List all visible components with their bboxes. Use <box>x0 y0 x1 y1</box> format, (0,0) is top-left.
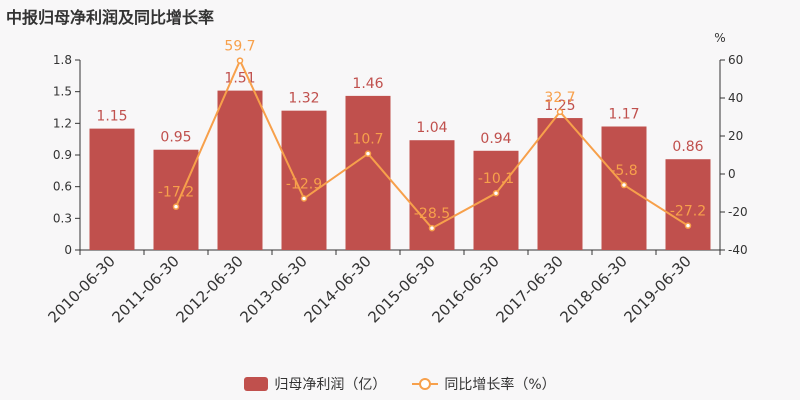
right-tick-label: 60 <box>728 53 743 67</box>
growth-point <box>492 189 500 197</box>
right-tick-label: -40 <box>728 243 748 257</box>
left-tick-label: 1.5 <box>53 85 72 99</box>
bar-value-label: 0.94 <box>480 131 511 147</box>
legend-label-growth: 同比增长率（%） <box>444 377 556 393</box>
growth-value-label: -5.8 <box>610 163 637 179</box>
bar <box>665 159 711 250</box>
legend-label-profit: 归母净利润（亿） <box>274 377 387 393</box>
bar-value-label: 0.95 <box>160 130 191 146</box>
bar <box>153 149 199 250</box>
x-tick-label: 2011-06-30 <box>108 252 182 326</box>
right-tick-label: 40 <box>728 91 743 105</box>
right-tick-label: -20 <box>728 205 748 219</box>
bar <box>409 140 455 250</box>
growth-point <box>556 108 564 116</box>
right-tick-label: 20 <box>728 129 743 143</box>
bar-value-label: 1.04 <box>416 120 447 136</box>
legend-swatch-line <box>412 377 439 391</box>
x-tick-label: 2015-06-30 <box>364 252 438 326</box>
bar-value-label: 1.25 <box>544 98 575 114</box>
x-tick-label: 2019-06-30 <box>620 252 694 326</box>
x-tick-label: 2013-06-30 <box>236 252 310 326</box>
x-tick-label: 2016-06-30 <box>428 252 502 326</box>
growth-value-label: 59.7 <box>224 39 255 55</box>
growth-value-label: 32.7 <box>544 90 575 106</box>
bar-value-label: 1.46 <box>352 76 383 92</box>
legend-item-growth[interactable]: 同比增长率（%） <box>412 374 556 394</box>
left-tick-label: 0.9 <box>53 148 72 162</box>
growth-point <box>236 57 244 64</box>
x-tick-label: 2012-06-30 <box>172 252 246 326</box>
x-tick-label: 2017-06-30 <box>492 252 566 326</box>
left-tick-label: 0.6 <box>53 180 72 194</box>
bar-value-label: 0.86 <box>672 139 703 155</box>
left-tick-label: 0 <box>64 243 72 257</box>
bar-value-label: 1.15 <box>96 109 127 125</box>
growth-point <box>620 181 628 189</box>
growth-value-label: -28.5 <box>414 206 450 222</box>
right-axis-unit: % <box>714 31 725 45</box>
bar-value-label: 1.51 <box>224 71 255 87</box>
growth-point <box>364 150 372 157</box>
growth-point <box>172 203 180 210</box>
growth-value-label: -17.2 <box>158 185 194 201</box>
bar <box>89 128 135 250</box>
bar-value-label: 1.17 <box>608 107 639 123</box>
bar <box>217 90 263 250</box>
growth-value-label: 10.7 <box>352 132 383 148</box>
growth-point <box>300 195 308 202</box>
chart-legend: 归母净利润（亿） 同比增长率（%） <box>0 374 800 394</box>
growth-value-label: -10.1 <box>478 171 514 187</box>
x-tick-label: 2018-06-30 <box>556 252 630 326</box>
x-tick-label: 2014-06-30 <box>300 252 374 326</box>
bar <box>281 110 327 251</box>
left-tick-label: 0.3 <box>53 211 72 225</box>
right-tick-label: 0 <box>728 167 736 181</box>
bar <box>345 95 391 250</box>
left-tick-label: 1.8 <box>53 53 72 67</box>
growth-point <box>428 224 436 232</box>
bar <box>537 118 583 250</box>
bar <box>473 150 519 250</box>
growth-value-label: -27.2 <box>670 204 706 220</box>
growth-point <box>684 222 692 229</box>
bar-value-label: 1.32 <box>288 91 319 107</box>
left-tick-label: 1.2 <box>53 116 72 130</box>
chart-title: 中报归母净利润及同比增长率 <box>6 8 215 27</box>
x-tick-label: 2010-06-30 <box>44 252 118 326</box>
legend-item-profit[interactable]: 归母净利润（亿） <box>244 374 386 394</box>
legend-swatch-bar <box>244 377 269 391</box>
growth-value-label: -12.9 <box>286 177 322 193</box>
